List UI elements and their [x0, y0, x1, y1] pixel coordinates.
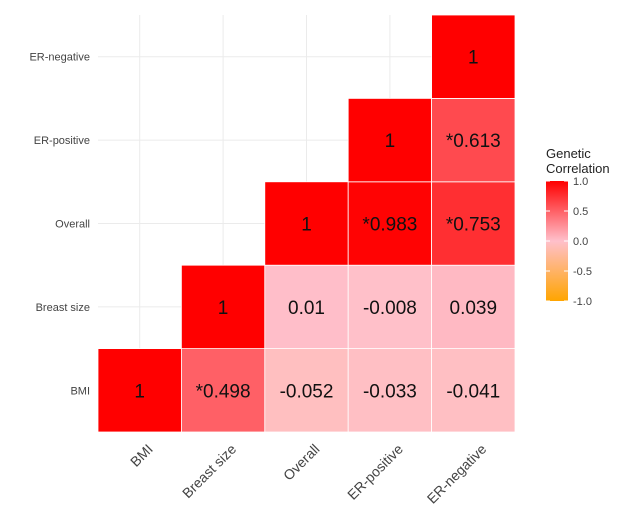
heatmap-cell	[347, 264, 433, 350]
heatmap-cell	[431, 14, 516, 99]
legend-tick-label: 1.0	[573, 176, 588, 188]
legend-title-line-2: Correlation	[546, 161, 610, 176]
heatmap-cell	[347, 181, 433, 266]
y-tick-label: Breast size	[36, 302, 90, 314]
legend-tick-label: 0.0	[573, 236, 588, 248]
cell-value-label: 1	[385, 131, 396, 152]
heatmap-cell	[180, 348, 266, 433]
legend-tick-label: -0.5	[573, 266, 592, 278]
heatmap-cell	[264, 181, 349, 266]
cell-value-label: 1	[218, 298, 229, 319]
cell-value-label: -0.008	[363, 298, 417, 319]
heatmap-cell	[180, 264, 266, 350]
legend-tick-label: 0.5	[573, 206, 588, 218]
y-axis-tick-labels: BMI Breast size Overall ER-positive ER-negat…	[29, 52, 90, 398]
cell-value-label: 1	[301, 215, 312, 236]
heatmap-cell	[347, 98, 433, 183]
y-tick-label: ER-positive	[34, 135, 90, 147]
y-tick-label: ER-negative	[29, 52, 90, 64]
cell-value-label: -0.052	[280, 381, 334, 402]
cell-value-label: *0.753	[446, 215, 501, 236]
color-legend: Genetic Correlation 1.0 0.5 0.0 -0.5 -1.0	[546, 146, 610, 308]
heatmap-cell	[431, 264, 516, 350]
x-tick-label: ER-positive	[344, 441, 406, 503]
cell-value-label: -0.041	[446, 381, 500, 402]
cell-value-label: 1	[134, 381, 145, 402]
legend-ticks: 1.0 0.5 0.0 -0.5 -1.0	[546, 176, 592, 308]
legend-title-line-1: Genetic	[546, 146, 591, 161]
cell-value-label: 0.01	[288, 298, 325, 319]
x-tick-label: Overall	[280, 441, 323, 484]
cell-value-label: -0.033	[363, 381, 417, 402]
cell-value-label: *0.613	[446, 131, 501, 152]
cell-value-label: *0.498	[196, 381, 251, 402]
y-tick-label: Overall	[55, 219, 90, 231]
y-tick-label: BMI	[70, 385, 90, 397]
x-axis-tick-labels: BMI Breast size Overall ER-positive ER-negat…	[127, 441, 490, 507]
x-tick-label: ER-negative	[424, 441, 490, 507]
x-tick-label: BMI	[127, 441, 156, 470]
heatmap-cells: 1 *0.498 -0.052 -0.033 -0.041 1 0.01 -0.008 0.03…	[97, 14, 516, 433]
cell-value-label: 0.039	[450, 298, 498, 319]
cell-value-label: *0.983	[362, 215, 417, 236]
cell-value-label: 1	[468, 48, 479, 69]
legend-tick-label: -1.0	[573, 296, 592, 308]
legend-color-bar	[546, 181, 568, 301]
heatmap-cell	[431, 98, 516, 183]
heatmap-cell	[431, 181, 516, 266]
x-tick-label: Breast size	[179, 441, 239, 501]
